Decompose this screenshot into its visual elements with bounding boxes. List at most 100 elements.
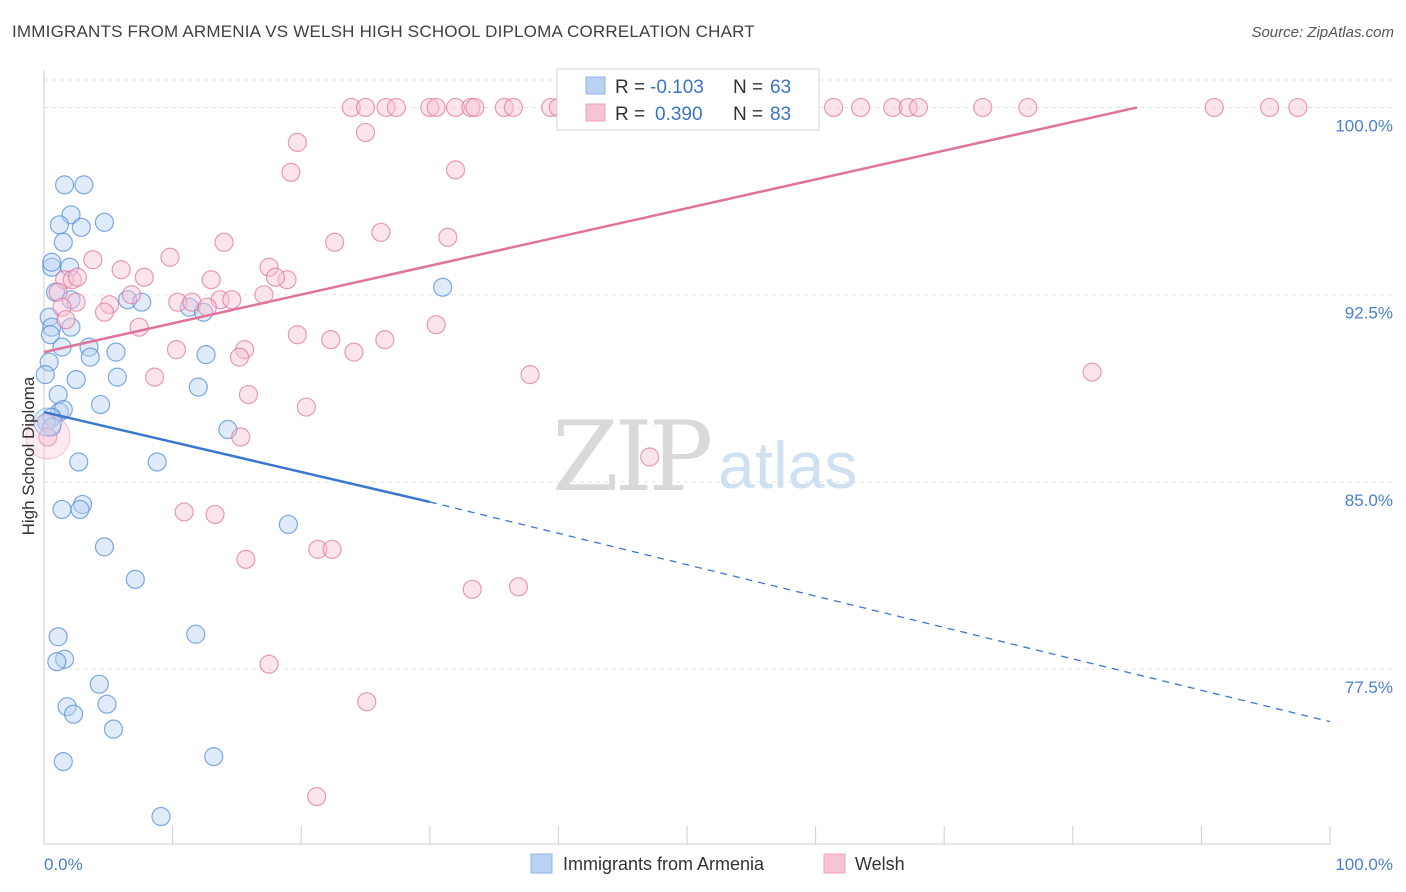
legend-r-value-welsh: 0.390 [655, 104, 703, 125]
point-armenia-4 [71, 217, 91, 237]
point-welsh-74 [238, 384, 259, 405]
point-armenia-38 [69, 452, 89, 472]
point-welsh-53 [66, 292, 86, 312]
y-tick-label-0: 100.0% [1335, 116, 1393, 135]
point-armenia-58 [151, 806, 171, 827]
point-welsh-87 [357, 692, 377, 712]
point-armenia-5 [94, 212, 115, 232]
x-tick-label-left: 0.0% [44, 855, 83, 874]
point-welsh-6 [445, 97, 466, 118]
y-tick-label-3: 77.5% [1345, 678, 1393, 697]
chart-title: IMMIGRANTS FROM ARMENIA VS WELSH HIGH SC… [12, 22, 755, 41]
point-welsh-26 [1018, 97, 1038, 118]
point-welsh-77 [231, 427, 251, 447]
point-armenia-57 [53, 752, 73, 772]
point-armenia-6 [53, 232, 73, 252]
point-armenia-52 [57, 697, 77, 717]
point-welsh-82 [322, 539, 342, 559]
legend-n-label-armenia: N = [733, 77, 763, 98]
legend-r-label-armenia: R = [615, 77, 645, 98]
bottom-legend: Immigrants from Armenia Welsh [530, 853, 905, 874]
point-welsh-83 [236, 549, 256, 569]
point-armenia-19 [40, 325, 61, 345]
point-welsh-85 [462, 579, 482, 599]
point-welsh-66 [166, 340, 187, 360]
point-welsh-35 [438, 227, 458, 247]
point-armenia-23 [106, 342, 126, 362]
x-tick-label-right: 100.0% [1335, 855, 1393, 874]
bottom-legend-label-armenia: Immigrants from Armenia [563, 854, 765, 874]
legend-n-label-welsh: N = [733, 104, 763, 125]
point-welsh-3 [386, 97, 406, 118]
point-welsh-84 [508, 577, 529, 597]
bottom-legend-swatch-welsh [823, 853, 846, 874]
source-credit: Source: ZipAtlas.com [1251, 24, 1394, 41]
trend-line-armenia [43, 410, 431, 504]
legend-n-value-armenia: 63 [770, 77, 791, 98]
point-welsh-51 [182, 292, 202, 312]
watermark-zip: ZIP [552, 401, 711, 513]
point-welsh-50 [168, 292, 188, 312]
point-welsh-36 [325, 232, 345, 252]
point-welsh-80 [205, 504, 225, 525]
grid-lines [44, 79, 1393, 670]
point-welsh-54 [222, 290, 242, 310]
point-welsh-78 [640, 447, 660, 467]
point-armenia-46 [125, 569, 145, 589]
trend-line-armenia-extension [429, 501, 1331, 723]
point-armenia-24 [196, 345, 216, 365]
point-welsh-47 [277, 270, 297, 290]
point-welsh-cluster [25, 414, 71, 460]
point-welsh-32 [281, 162, 301, 182]
point-armenia-26 [35, 365, 55, 385]
point-armenia-53 [97, 694, 117, 714]
point-welsh-34 [371, 222, 391, 242]
point-armenia-13 [132, 292, 152, 312]
point-welsh-0 [341, 97, 361, 118]
point-welsh-31 [287, 132, 307, 153]
point-welsh-23 [898, 97, 918, 118]
point-welsh-29 [1288, 97, 1308, 118]
point-welsh-88 [307, 786, 327, 807]
point-welsh-22 [883, 97, 903, 118]
point-welsh-48 [265, 267, 286, 287]
point-welsh-68 [229, 347, 250, 367]
point-welsh-46 [201, 270, 221, 290]
legend-r-value-armenia: -0.103 [650, 77, 704, 98]
point-welsh-4 [420, 97, 440, 118]
point-armenia-41 [52, 499, 72, 520]
point-welsh-71 [520, 365, 540, 385]
point-armenia-3 [49, 215, 70, 235]
legend-swatch-welsh [585, 103, 606, 122]
point-welsh-49 [48, 282, 68, 302]
point-welsh-73 [144, 367, 165, 387]
point-welsh-44 [67, 267, 88, 287]
legend: R = -0.103 N = 63 R = 0.390 N = 83 [556, 68, 820, 131]
legend-n-value-welsh: 83 [770, 104, 791, 125]
point-welsh-65 [375, 330, 395, 350]
trend-lines [43, 106, 1331, 723]
point-welsh-61 [56, 310, 76, 330]
point-armenia-28 [107, 367, 127, 387]
point-welsh-72 [1082, 362, 1102, 382]
watermark-atlas: atlas [718, 428, 857, 502]
point-armenia-55 [103, 719, 124, 739]
point-welsh-41 [111, 260, 131, 280]
point-welsh-43 [62, 270, 82, 290]
point-armenia-42 [72, 494, 93, 515]
point-welsh-2 [376, 97, 396, 118]
point-armenia-29 [188, 377, 208, 397]
point-welsh-39 [160, 247, 180, 267]
point-welsh-40 [259, 257, 279, 277]
legend-swatch-armenia [585, 76, 606, 95]
point-welsh-33 [445, 160, 466, 180]
point-armenia-9 [42, 252, 62, 272]
point-welsh-27 [1204, 97, 1224, 118]
point-armenia-43 [70, 499, 90, 520]
point-welsh-20 [824, 97, 844, 118]
point-welsh-64 [321, 330, 341, 350]
point-welsh-37 [214, 232, 234, 252]
point-armenia-47 [48, 627, 68, 647]
point-armenia-50 [47, 652, 67, 672]
